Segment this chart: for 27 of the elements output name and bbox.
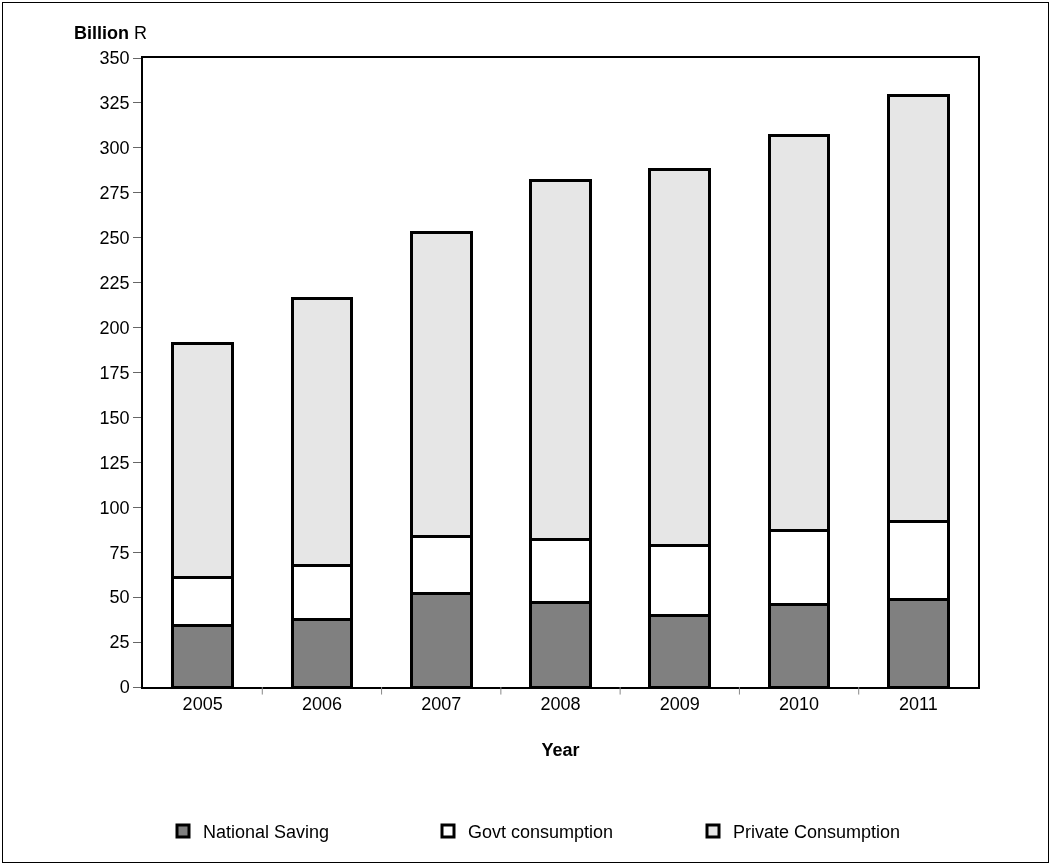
y-tick-label: 225: [99, 272, 130, 293]
y-axis-title: Billion R: [74, 23, 147, 43]
x-tick-label: 2006: [301, 694, 342, 715]
legend-label: National Saving: [203, 822, 330, 843]
y-tick-label: 50: [109, 587, 130, 608]
y-tick-label: 125: [99, 452, 130, 473]
y-tick-label: 300: [99, 138, 130, 159]
y-tick-label: 250: [99, 228, 130, 249]
legend-label: Govt consumption: [468, 822, 614, 843]
y-tick-label: 0: [119, 677, 130, 698]
x-tick-label: 2011: [899, 694, 938, 715]
y-tick-label: 175: [99, 362, 130, 383]
x-tick-label: 2007: [421, 694, 462, 715]
y-tick-label: 25: [109, 632, 130, 653]
y-tick-label: 100: [99, 497, 130, 518]
x-tick-label: 2010: [779, 694, 820, 715]
x-tick-label: 2008: [540, 694, 581, 715]
y-tick-label: 325: [99, 93, 130, 114]
x-axis-title: Year: [541, 739, 580, 760]
y-tick-label: 275: [99, 183, 130, 204]
x-tick-label: 2009: [659, 694, 700, 715]
y-tick-label: 200: [99, 317, 130, 338]
y-tick-label: 75: [109, 542, 130, 563]
y-tick-label: 350: [99, 48, 130, 69]
legend-label: Private Consumption: [733, 822, 901, 843]
y-tick-label: 150: [99, 407, 130, 428]
x-tick-label: 2005: [182, 694, 223, 715]
